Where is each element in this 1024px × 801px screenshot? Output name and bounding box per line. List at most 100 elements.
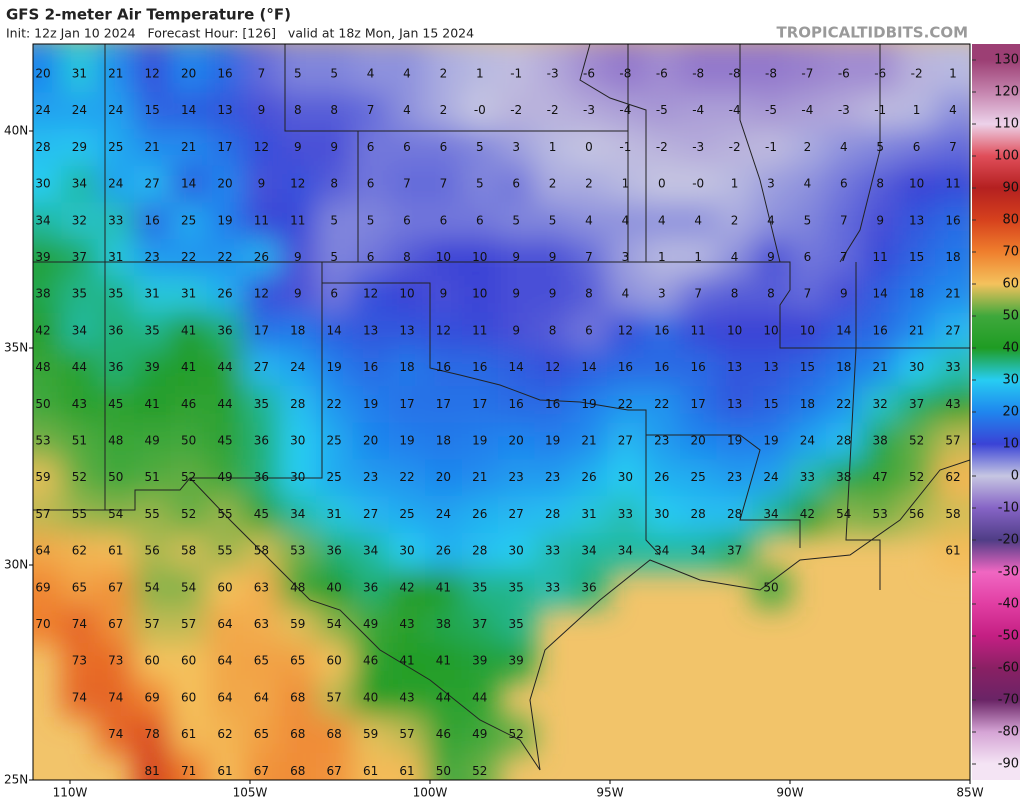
temperature-label: 38 xyxy=(436,617,451,631)
field-cell xyxy=(752,165,791,204)
field-cell xyxy=(716,385,754,424)
temperature-label: 44 xyxy=(436,690,451,704)
temperature-label: 21 xyxy=(945,287,960,301)
field-cell xyxy=(170,129,208,167)
temperature-label: 51 xyxy=(72,434,87,448)
field-cell xyxy=(33,349,63,387)
field-cell xyxy=(170,679,208,718)
field-cell xyxy=(570,92,609,131)
field-cell xyxy=(61,679,99,718)
field-cell xyxy=(243,129,281,167)
field-cell xyxy=(498,202,536,241)
temperature-label: 7 xyxy=(258,67,266,81)
temperature-label: 60 xyxy=(145,654,160,668)
temperature-label: 27 xyxy=(945,323,960,337)
field-cell xyxy=(934,422,970,461)
temperature-label: 12 xyxy=(145,67,160,81)
field-cell xyxy=(789,496,827,534)
state-border xyxy=(845,347,881,590)
field-cell xyxy=(352,422,390,461)
temperature-label: 28 xyxy=(727,507,742,521)
field-cell xyxy=(643,275,681,314)
field-cell xyxy=(279,679,317,718)
colorbar-label: -40 xyxy=(998,597,1019,612)
field-cell xyxy=(825,459,863,498)
temperature-label: 19 xyxy=(363,397,378,411)
field-cell xyxy=(170,532,208,571)
field-cell xyxy=(898,202,936,241)
field-cell xyxy=(388,752,427,780)
temperature-label: 19 xyxy=(399,434,414,448)
colorbar: 1301201101009080706050403020100-10-20-30… xyxy=(972,44,1020,780)
temperature-label: 6 xyxy=(512,177,520,191)
map-frame xyxy=(32,43,971,781)
temperature-label: 19 xyxy=(763,434,778,448)
field-cell xyxy=(461,716,499,754)
field-cell xyxy=(33,496,63,534)
temperature-label: 43 xyxy=(72,397,87,411)
field-cell xyxy=(388,459,427,498)
temperature-label: 24 xyxy=(800,434,815,448)
temperature-label: 5 xyxy=(876,140,884,154)
field-cell xyxy=(534,569,572,608)
field-cell xyxy=(607,459,645,498)
temperature-label: 8 xyxy=(585,287,593,301)
temperature-label: 9 xyxy=(512,250,520,264)
field-cell xyxy=(170,385,208,424)
temperature-label: 32 xyxy=(873,397,888,411)
temperature-label: 4 xyxy=(585,213,593,227)
field-cell xyxy=(279,44,317,94)
temperature-label: 6 xyxy=(367,250,375,264)
temperature-label: 36 xyxy=(108,360,123,374)
temperature-label: 27 xyxy=(145,177,160,191)
field-cell xyxy=(279,752,317,780)
field-cell xyxy=(752,239,791,277)
field-cell xyxy=(33,275,63,314)
temperature-label: 25 xyxy=(108,140,123,154)
temperature-label: -6 xyxy=(583,67,595,81)
temperature-label: 6 xyxy=(585,323,593,337)
field-cell xyxy=(97,349,135,387)
temperature-label: 55 xyxy=(217,544,232,558)
temperature-label: 41 xyxy=(181,323,196,337)
field-cell xyxy=(134,312,172,351)
field-cell xyxy=(752,459,791,498)
field-cell xyxy=(498,385,536,424)
field-cell xyxy=(498,129,536,167)
field-cell xyxy=(862,92,900,131)
temperature-label: 22 xyxy=(327,397,342,411)
field-cell xyxy=(279,129,317,167)
temperature-label: 12 xyxy=(363,287,378,301)
field-cell xyxy=(279,165,317,204)
temperature-label: 10 xyxy=(763,323,778,337)
colorbar-label: 60 xyxy=(1002,277,1019,292)
temperature-label: 12 xyxy=(618,323,633,337)
field-cell xyxy=(279,532,317,571)
field-cell xyxy=(570,275,609,314)
temperature-label: 9 xyxy=(549,287,557,301)
temperature-label: -7 xyxy=(801,67,813,81)
temperature-label: 4 xyxy=(367,67,375,81)
temperature-label: 31 xyxy=(145,287,160,301)
field-cell xyxy=(61,44,99,94)
temperature-label: 23 xyxy=(363,470,378,484)
field-cell xyxy=(498,459,536,498)
temperature-label: 4 xyxy=(731,250,739,264)
temperature-label: 58 xyxy=(181,544,196,558)
temperature-label: 8 xyxy=(294,103,302,117)
temperature-label: 33 xyxy=(945,360,960,374)
temperature-label: 3 xyxy=(767,177,775,191)
field-cell xyxy=(170,716,208,754)
temperature-label: 46 xyxy=(436,727,451,741)
field-cell xyxy=(388,422,427,461)
field-cell xyxy=(570,459,609,498)
field-cell xyxy=(243,569,281,608)
temperature-label: 4 xyxy=(840,140,848,154)
temperature-label: 41 xyxy=(436,654,451,668)
temperature-label: 14 xyxy=(509,360,524,374)
field-cell xyxy=(461,422,499,461)
field-cell xyxy=(352,349,390,387)
field-cell xyxy=(934,129,970,167)
temperature-label: 23 xyxy=(509,470,524,484)
field-cell xyxy=(643,202,681,241)
